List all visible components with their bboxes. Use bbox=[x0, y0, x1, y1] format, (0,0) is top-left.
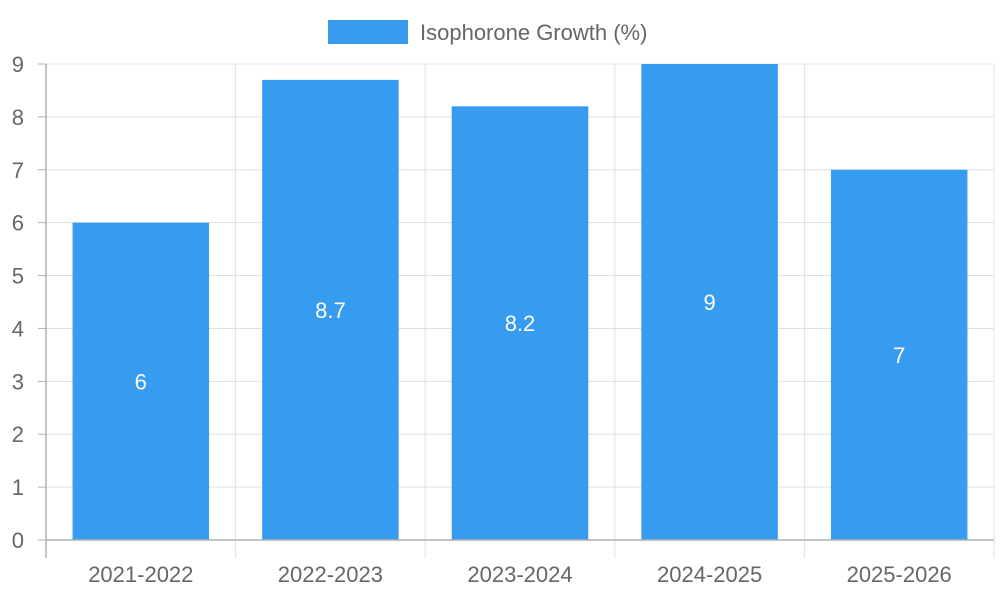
y-tick-label: 3 bbox=[12, 369, 24, 394]
x-tick-label: 2024-2025 bbox=[657, 562, 762, 587]
bars: 6 8.7 8.2 9 7 bbox=[72, 64, 968, 541]
y-tick-label: 4 bbox=[12, 316, 24, 341]
y-tick-label: 8 bbox=[12, 105, 24, 130]
tick-labels: 0 1 2 3 4 5 6 7 8 9 2021-2022 2022-2023 2023-2024 202… bbox=[12, 52, 952, 587]
legend-label[interactable]: Isophorone Growth (%) bbox=[420, 20, 647, 45]
legend-swatch[interactable] bbox=[328, 20, 408, 44]
x-tick-label: 2025-2026 bbox=[847, 562, 952, 587]
y-tick-label: 7 bbox=[12, 158, 24, 183]
y-tick-label: 0 bbox=[12, 528, 24, 553]
bar[interactable] bbox=[262, 79, 399, 540]
x-tick-label: 2022-2023 bbox=[278, 562, 383, 587]
bar[interactable] bbox=[641, 64, 778, 540]
y-tick-label: 2 bbox=[12, 422, 24, 447]
axes bbox=[38, 63, 995, 558]
y-tick-label: 1 bbox=[12, 475, 24, 500]
x-tick-label: 2023-2024 bbox=[467, 562, 572, 587]
bar[interactable] bbox=[830, 169, 968, 540]
y-tick-label: 6 bbox=[12, 211, 24, 236]
bar-data-label: 8.2 bbox=[505, 311, 536, 336]
legend[interactable]: Isophorone Growth (%) bbox=[328, 20, 647, 45]
bar-data-label: 7 bbox=[893, 343, 905, 368]
bar[interactable] bbox=[451, 106, 589, 541]
x-tick-label: 2021-2022 bbox=[88, 562, 193, 587]
bar[interactable] bbox=[72, 222, 210, 540]
y-tick-label: 5 bbox=[12, 264, 24, 289]
bar-data-label: 8.7 bbox=[315, 298, 346, 323]
bar-data-label: 6 bbox=[135, 369, 147, 394]
bar-data-label: 9 bbox=[703, 290, 715, 315]
y-tick-label: 9 bbox=[12, 52, 24, 77]
